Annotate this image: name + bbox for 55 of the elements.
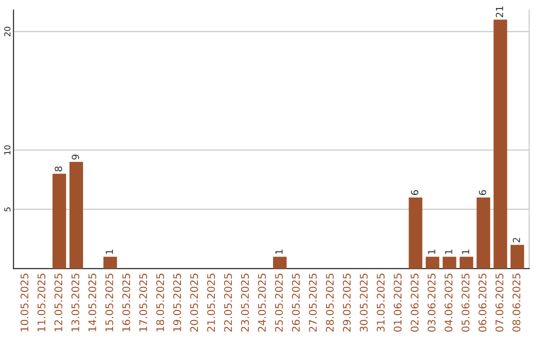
bar (460, 256, 474, 269)
data-label: 9 (72, 154, 80, 160)
x-tick-label: 04.06.2025 (444, 274, 452, 332)
x-tick-label: 31.05.2025 (376, 274, 385, 332)
x-tick-label: 13.05.2025 (71, 274, 80, 332)
x-tick-label: 17.05.2025 (139, 274, 148, 332)
data-label: 1 (106, 250, 113, 254)
x-tick-label: 10.05.2025 (20, 274, 28, 332)
x-tick-label: 29.05.2025 (342, 274, 351, 332)
x-tick-label: 05.06.2025 (462, 274, 470, 332)
x-tick-label: 27.05.2025 (308, 274, 317, 332)
data-label: 1 (428, 250, 436, 254)
x-tick-label: 02.06.2025 (410, 274, 419, 332)
y-tick-label: 10 (4, 145, 10, 154)
x-tick-label: 15.05.2025 (105, 274, 114, 332)
bar (494, 20, 508, 269)
data-label: 21 (496, 6, 504, 18)
data-label: 2 (512, 238, 520, 242)
x-tick-label: 22.05.2025 (224, 274, 232, 332)
bar (510, 244, 524, 269)
x-tick-label: 21.05.2025 (207, 274, 215, 332)
x-tick-label: 24.05.2025 (258, 274, 266, 332)
x-tick-label: 03.06.2025 (428, 274, 436, 332)
x-tick-label: 16.05.2025 (122, 274, 130, 332)
bar (442, 256, 456, 269)
x-tick-label: 11.05.2025 (37, 274, 46, 332)
x-tick-label: 26.05.2025 (292, 274, 300, 332)
bar (273, 256, 287, 269)
y-tick-label: 20 (4, 26, 10, 36)
x-tick-label: 14.05.2025 (88, 274, 96, 332)
bar (69, 162, 84, 269)
y-tick-label: 5 (4, 207, 10, 212)
data-label: 1 (445, 250, 452, 254)
x-tick-label: 30.05.2025 (360, 274, 368, 332)
x-tick-label: 07.06.2025 (496, 274, 504, 332)
bar (408, 197, 422, 269)
x-tick-label: 06.06.2025 (478, 274, 486, 332)
data-label: 1 (462, 250, 470, 254)
bar (52, 174, 66, 269)
x-tick-label: 25.05.2025 (274, 274, 283, 332)
x-tick-label: 20.05.2025 (190, 274, 198, 332)
data-label: 6 (411, 190, 418, 196)
x-tick-label: 28.05.2025 (326, 274, 334, 332)
data-label: 6 (478, 190, 486, 196)
data-label: 1 (275, 250, 283, 254)
data-label: 8 (54, 166, 62, 172)
x-tick-label: 08.06.2025 (512, 274, 520, 332)
bar (476, 197, 490, 269)
bar (103, 256, 117, 269)
x-tick-label: 18.05.2025 (156, 274, 164, 332)
bar (426, 256, 440, 269)
x-tick-label: 12.05.2025 (54, 274, 62, 332)
x-tick-label: 19.05.2025 (173, 274, 182, 332)
x-tick-label: 01.06.2025 (394, 274, 402, 332)
x-tick-label: 23.05.2025 (241, 274, 249, 332)
